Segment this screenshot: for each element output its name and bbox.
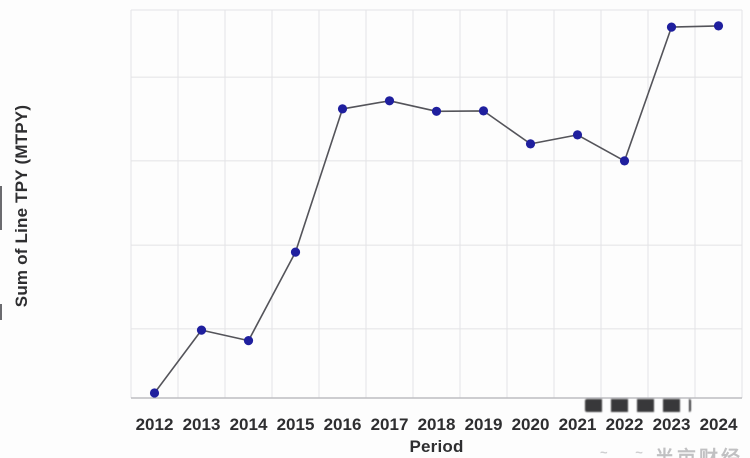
series-line: [153, 25, 720, 394]
x-axis-label: Period: [409, 437, 464, 456]
x-tick-label: 2020: [512, 415, 550, 434]
left-edge-artifact: [0, 186, 2, 230]
x-tick-label: 2013: [183, 415, 221, 434]
data-point[interactable]: [337, 104, 348, 114]
x-tick-label: 2023: [653, 415, 691, 434]
x-tick-label: 2017: [371, 415, 409, 434]
data-point[interactable]: [713, 21, 724, 31]
data-point[interactable]: [431, 106, 442, 116]
data-point[interactable]: [384, 96, 395, 106]
data-point[interactable]: [149, 388, 160, 398]
x-tick-label: 2014: [230, 415, 268, 434]
x-tick-label: 2012: [136, 415, 174, 434]
data-point[interactable]: [619, 156, 630, 166]
data-point[interactable]: [666, 22, 677, 32]
x-tick-label: 2018: [418, 415, 456, 434]
x-tick-label: 2019: [465, 415, 503, 434]
data-point[interactable]: [196, 325, 207, 335]
data-point[interactable]: [243, 336, 254, 346]
x-tick-label: 2016: [324, 415, 362, 434]
x-tick-label: 2015: [277, 415, 315, 434]
x-tick-label: 2021: [559, 415, 597, 434]
data-point[interactable]: [525, 139, 536, 149]
watermark-smudge-dark: [585, 399, 691, 412]
data-point[interactable]: [572, 130, 583, 140]
watermark-text: 半亩财经: [655, 443, 743, 458]
x-tick-label: 2024: [700, 415, 738, 434]
data-point[interactable]: [290, 247, 301, 257]
left-edge-artifact: [0, 304, 2, 320]
watermark-squiggles: ~ ~: [600, 445, 655, 458]
x-tick-label: 2022: [606, 415, 644, 434]
data-point[interactable]: [478, 106, 489, 116]
y-axis-label: Sum of Line TPY (MTPY): [12, 104, 31, 308]
